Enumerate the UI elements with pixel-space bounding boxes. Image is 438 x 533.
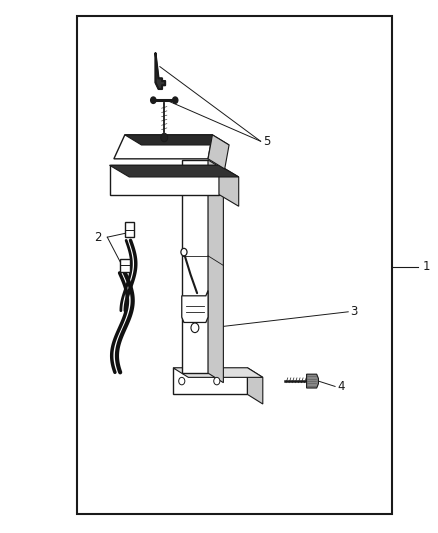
Circle shape (151, 97, 156, 103)
Polygon shape (173, 368, 263, 377)
Polygon shape (110, 165, 239, 177)
Text: 2: 2 (94, 231, 102, 244)
Text: 4: 4 (337, 380, 345, 393)
Polygon shape (125, 135, 229, 145)
Bar (77, 16, 392, 514)
Text: 5: 5 (263, 135, 270, 148)
Polygon shape (208, 135, 229, 169)
Polygon shape (247, 368, 263, 404)
Circle shape (191, 323, 199, 333)
Text: 3: 3 (350, 305, 358, 318)
Circle shape (173, 97, 178, 103)
Circle shape (181, 248, 187, 256)
Polygon shape (219, 165, 239, 206)
Polygon shape (182, 290, 208, 322)
Polygon shape (173, 368, 247, 394)
Polygon shape (182, 160, 208, 373)
Polygon shape (114, 135, 212, 159)
Polygon shape (155, 53, 165, 89)
Polygon shape (307, 374, 318, 388)
Circle shape (214, 377, 220, 385)
Circle shape (179, 377, 185, 385)
Bar (125, 222, 134, 237)
Polygon shape (110, 165, 219, 195)
Bar (120, 259, 130, 272)
Text: 1: 1 (423, 260, 430, 273)
Circle shape (161, 133, 168, 142)
Polygon shape (208, 160, 223, 383)
